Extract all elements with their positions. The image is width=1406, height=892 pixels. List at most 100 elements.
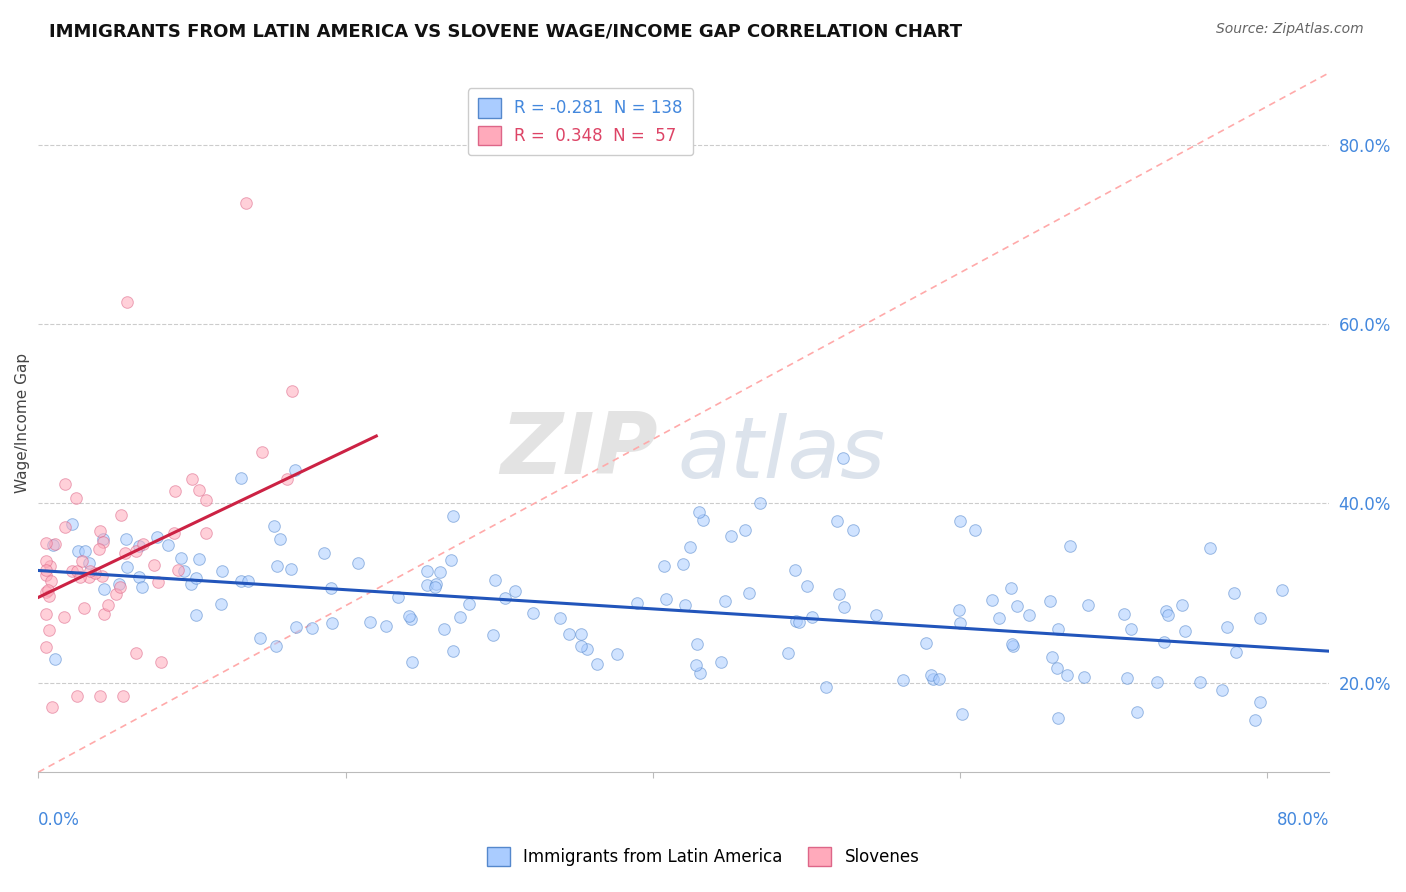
Point [1046,711,1069,725]
Point [263,518,285,533]
Point [117,294,139,309]
Point [433,622,456,636]
Point [1056,668,1078,682]
Point [44,537,66,551]
Point [66,689,89,703]
Point [117,559,139,574]
Legend: R = -0.281  N = 138, R =  0.348  N =  57: R = -0.281 N = 138, R = 0.348 N = 57 [468,88,693,155]
Point [281,384,304,399]
Point [692,513,714,527]
Point [236,574,259,588]
Point [949,514,972,528]
Point [163,526,186,541]
Point [928,672,950,686]
Point [586,657,609,671]
Point [831,450,853,465]
Point [1018,608,1040,623]
Point [675,598,697,612]
Point [72,554,94,568]
Point [266,558,288,573]
Point [606,647,628,661]
Point [425,580,447,594]
Point [209,597,232,611]
Point [720,528,742,542]
Point [1173,624,1195,638]
Point [249,631,271,645]
Point [679,540,702,554]
Point [180,576,202,591]
Point [522,607,544,621]
Point [146,530,169,544]
Point [314,545,336,559]
Point [1223,585,1246,599]
Point [188,483,211,497]
Point [569,627,592,641]
Point [749,496,772,510]
Point [132,537,155,551]
Point [173,564,195,578]
Point [111,689,134,703]
Point [429,566,451,580]
Point [66,544,89,558]
Point [38,589,60,603]
Point [107,577,129,591]
Point [891,673,914,688]
Point [72,601,94,615]
Text: IMMIGRANTS FROM LATIN AMERICA VS SLOVENE WAGE/INCOME GAP CORRELATION CHART: IMMIGRANTS FROM LATIN AMERICA VS SLOVENE… [49,22,962,40]
Point [79,565,101,579]
Y-axis label: Wage/Income Gap: Wage/Income Gap [15,352,30,492]
Point [87,541,110,556]
Point [44,651,66,665]
Point [69,569,91,583]
Point [65,491,87,506]
Point [457,597,479,611]
Point [97,598,120,612]
Point [575,642,598,657]
Point [915,636,938,650]
Point [449,610,471,624]
Point [825,514,848,528]
Point [250,445,273,459]
Point [125,646,148,660]
Point [231,471,253,485]
Point [374,618,396,632]
Point [35,563,58,577]
Point [1189,675,1212,690]
Point [91,534,114,549]
Point [787,615,810,629]
Point [1157,608,1180,623]
Point [1059,539,1081,553]
Point [347,557,370,571]
Point [398,608,420,623]
Point [1211,683,1233,698]
Point [165,483,187,498]
Point [738,586,761,600]
Text: atlas: atlas [678,412,886,496]
Point [1040,650,1063,665]
Point [801,610,824,624]
Point [285,620,308,634]
Point [1073,670,1095,684]
Point [557,626,579,640]
Text: 0.0%: 0.0% [38,811,80,829]
Point [652,559,675,574]
Point [75,544,97,558]
Point [167,563,190,577]
Point [146,574,169,589]
Point [734,523,756,537]
Point [1271,582,1294,597]
Point [948,616,970,631]
Point [1001,639,1024,653]
Point [53,520,76,534]
Point [776,646,799,660]
Point [35,568,58,582]
Point [1225,645,1247,659]
Point [128,539,150,553]
Point [35,607,58,621]
Point [783,563,806,577]
Point [401,655,423,669]
Point [920,668,942,682]
Point [41,700,63,714]
Point [39,559,62,574]
Point [714,594,737,608]
